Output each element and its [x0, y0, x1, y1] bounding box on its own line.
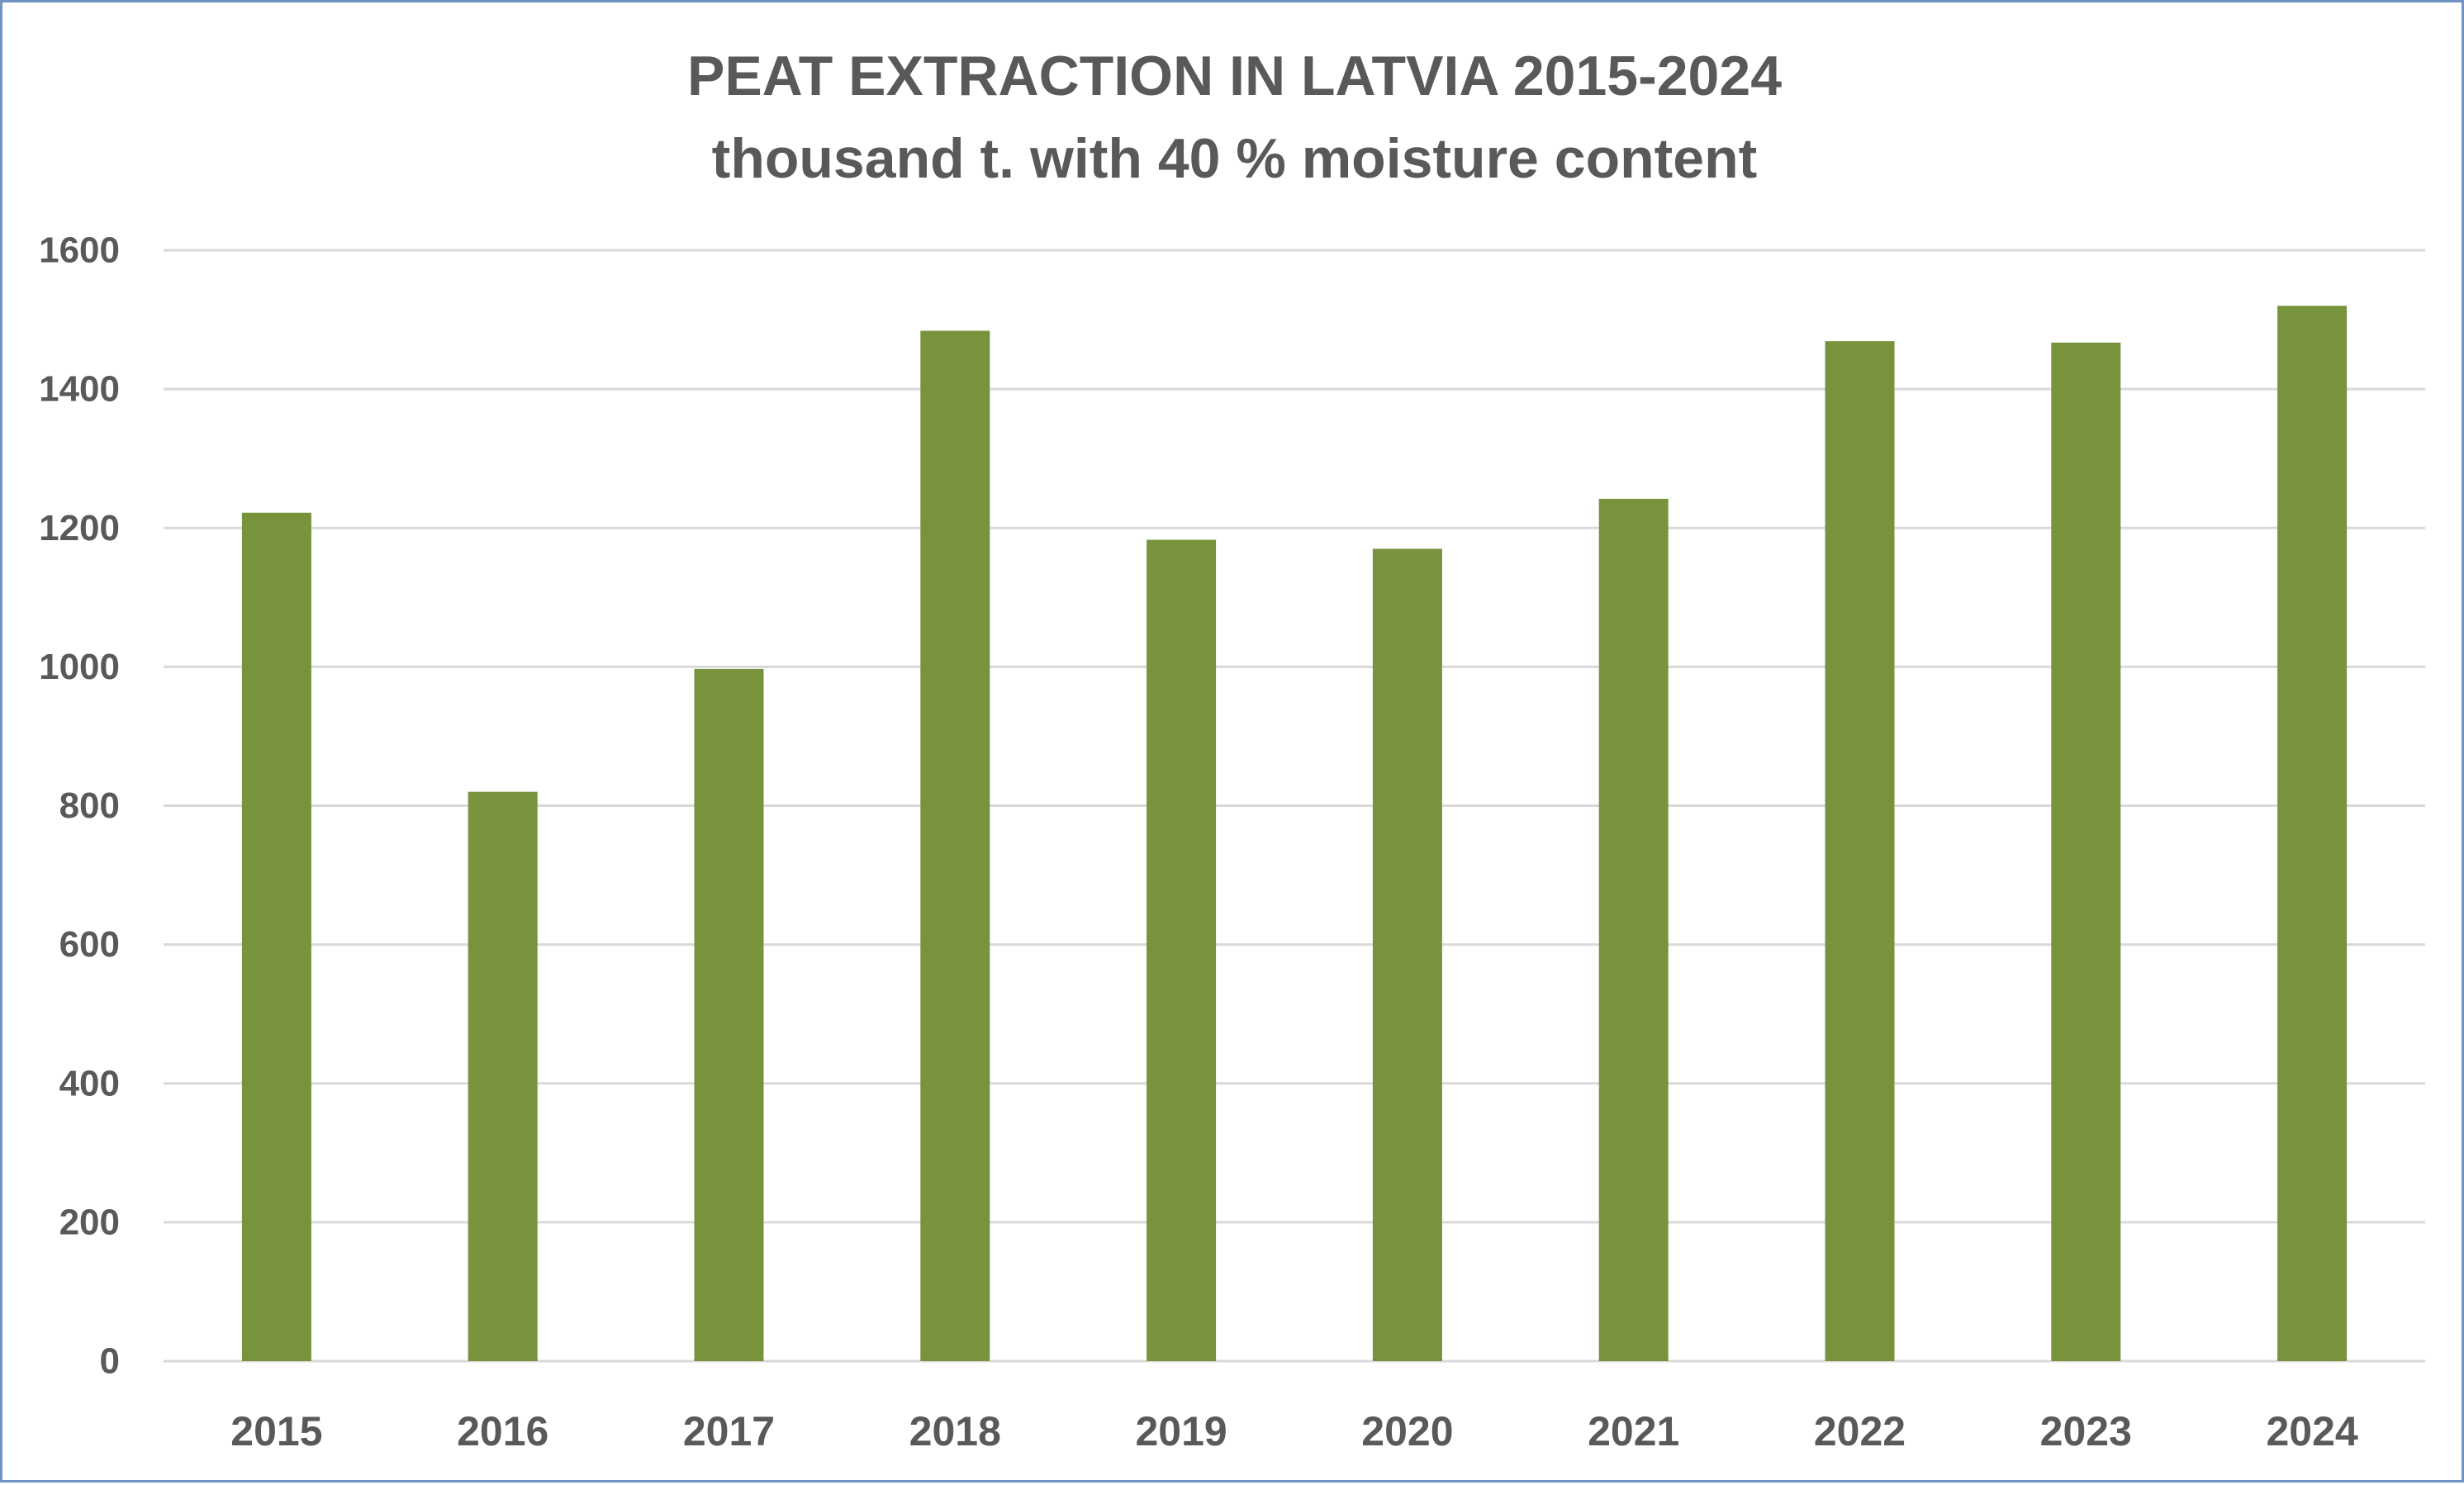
bar-2022 — [1825, 341, 1895, 1362]
y-tick-label: 400 — [59, 1063, 120, 1103]
y-tick-label: 800 — [59, 785, 120, 826]
bar-2018 — [920, 330, 990, 1362]
x-tick-label: 2016 — [457, 1408, 548, 1454]
x-tick-label: 2017 — [683, 1408, 775, 1454]
y-tick-label: 1400 — [39, 369, 120, 410]
y-tick-label: 0 — [100, 1341, 120, 1382]
bar-2016 — [468, 791, 538, 1361]
y-tick-label: 1600 — [39, 230, 120, 271]
x-tick-label: 2020 — [1361, 1408, 1453, 1454]
y-tick-label: 200 — [59, 1202, 120, 1242]
bars — [241, 306, 2348, 1362]
gridlines — [164, 249, 2425, 1363]
y-tick-label: 1000 — [39, 647, 120, 687]
bar-2021 — [1598, 498, 1669, 1361]
bar-2019 — [1147, 539, 1217, 1361]
x-axis-ticks: 2015 2016 2017 2018 2019 2020 2021 2022 2023 2024 — [230, 1408, 2358, 1454]
bar-2024 — [2277, 306, 2348, 1361]
x-tick-label: 2023 — [2040, 1408, 2132, 1454]
bar-2020 — [1372, 548, 1442, 1361]
chart-subtitle: thousand t. with 40 % moisture content — [711, 127, 1758, 190]
x-tick-label: 2024 — [2266, 1408, 2357, 1454]
x-tick-label: 2022 — [1814, 1408, 1906, 1454]
y-tick-label: 1200 — [39, 508, 120, 548]
x-tick-label: 2018 — [909, 1408, 1001, 1454]
x-tick-label: 2021 — [1588, 1408, 1679, 1454]
y-tick-label: 600 — [59, 924, 120, 965]
bar-2017 — [694, 668, 764, 1361]
bar-2015 — [241, 512, 311, 1361]
y-axis-ticks: 0 200 400 600 800 1000 1200 1400 1600 — [39, 230, 120, 1382]
x-tick-label: 2019 — [1135, 1408, 1227, 1454]
x-tick-label: 2015 — [230, 1408, 322, 1454]
chart-title: PEAT EXTRACTION IN LATVIA 2015-2024 — [686, 45, 1783, 107]
bar-2023 — [2051, 342, 2121, 1362]
